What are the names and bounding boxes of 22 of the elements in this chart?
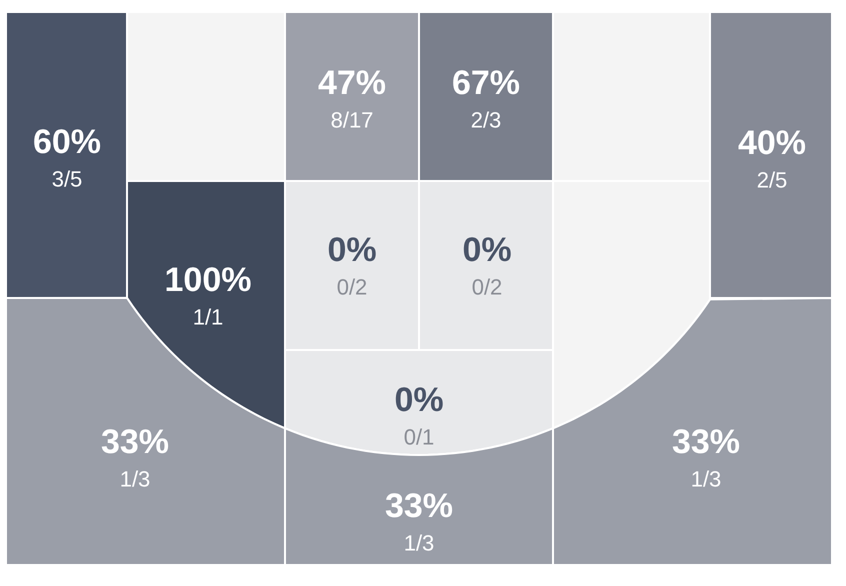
data-label: 67%	[452, 64, 520, 102]
category-label: 1/1	[192, 304, 224, 330]
data-label: 0%	[394, 381, 444, 419]
category-label: 0/2	[336, 274, 368, 300]
category-label: 1/3	[120, 466, 150, 492]
data-label: 33%	[100, 423, 170, 461]
data-label: 0%	[327, 231, 377, 269]
category-label: 3/5	[52, 166, 82, 192]
category-label: 1/3	[690, 466, 722, 492]
data-label: 47%	[318, 64, 386, 102]
category-label: 8/17	[330, 108, 374, 132]
category-label: 2/5	[756, 168, 788, 192]
data-label: 33%	[672, 423, 740, 461]
data-label: 0%	[462, 231, 512, 269]
category-label: 0/1	[404, 424, 434, 450]
data-label: 100%	[164, 261, 252, 299]
data-label: 40%	[738, 124, 806, 162]
category-label: 1/3	[404, 530, 434, 556]
category-label: 0/2	[472, 274, 502, 300]
data-label: 60%	[32, 123, 102, 161]
category-label: 2/3	[470, 108, 502, 132]
data-label: 33%	[384, 487, 454, 525]
